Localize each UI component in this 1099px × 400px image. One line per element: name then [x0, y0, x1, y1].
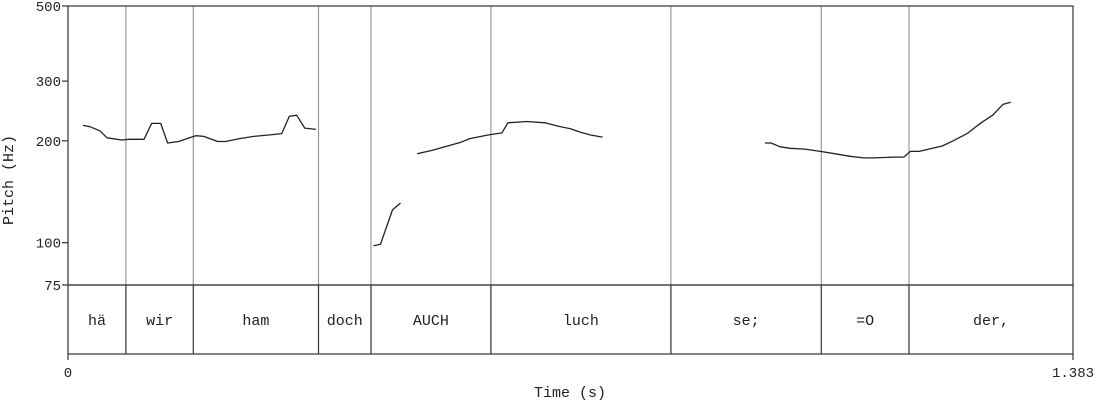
word-label-3: doch	[327, 313, 363, 330]
pitch-contour-3	[765, 101, 1011, 159]
x-axis-label: Time (s)	[534, 385, 606, 400]
y-tick-label-300: 300	[36, 75, 61, 91]
word-label-5: luch	[563, 313, 599, 330]
word-label-8: der,	[973, 313, 1009, 330]
pitch-contour-0	[82, 114, 316, 144]
word-label-7: =O	[856, 313, 874, 330]
word-label-6: se;	[733, 313, 760, 330]
pitch-contours	[82, 101, 1011, 247]
word-label-4: AUCH	[413, 313, 449, 330]
y-axis-ticks: 500 300 200 100 75	[36, 0, 68, 295]
pitch-plot-frame	[67, 5, 1074, 286]
word-tier: hä wir ham doch AUCH luch se; =O der,	[88, 313, 1009, 330]
word-label-1: wir	[146, 313, 173, 330]
x-tick-label-end: 1.383	[1052, 366, 1094, 382]
y-tick-label-500: 500	[36, 0, 61, 16]
y-tick-label-100: 100	[36, 237, 61, 253]
y-axis-label: Pitch (Hz)	[1, 135, 18, 225]
x-axis: 0 1.383 Time (s)	[64, 354, 1094, 400]
x-tick-label-start: 0	[64, 366, 72, 382]
y-tick-label-75: 75	[44, 279, 61, 295]
pitch-contour-1	[373, 202, 401, 247]
y-tick-label-200: 200	[36, 135, 61, 151]
word-boundaries	[125, 6, 910, 354]
word-label-0: hä	[88, 313, 106, 330]
word-tier-frame	[67, 284, 1074, 355]
word-label-2: ham	[242, 313, 269, 330]
pitch-contour-2	[416, 120, 603, 155]
